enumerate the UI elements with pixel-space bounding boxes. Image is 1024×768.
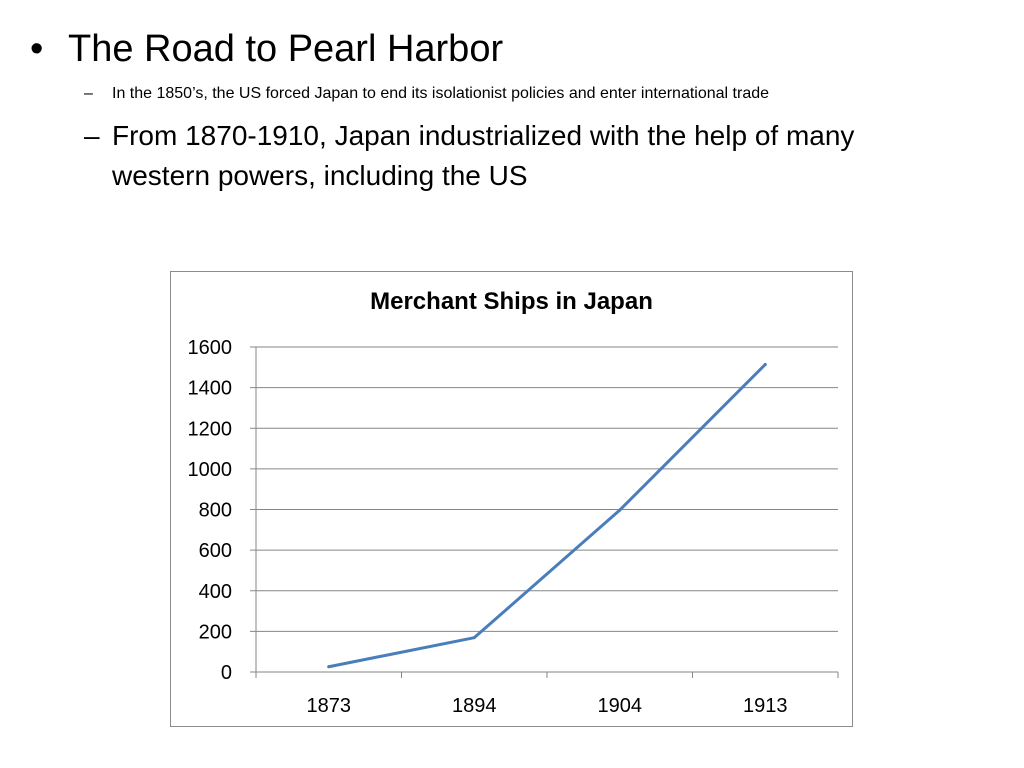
x-tick-label: 1873 [307, 695, 352, 717]
y-tick-label: 0 [221, 662, 232, 684]
x-tick-label: 1913 [743, 695, 788, 717]
data-point [618, 508, 622, 512]
chart-frame: Merchant Ships in Japan 0 200 400 600 800 100… [170, 271, 853, 727]
sub-bullet-2-text: From 1870-1910, Japan industrialized wit… [112, 120, 855, 191]
data-point [472, 636, 476, 640]
bullet-marker: • [30, 28, 44, 70]
data-point [327, 665, 331, 669]
dash-marker: – [84, 120, 100, 151]
dash-marker: – [84, 85, 93, 102]
line-chart: 0 200 400 600 800 1000 1200 1400 1600 1873 1894 190… [188, 337, 839, 717]
y-tick-label: 1400 [188, 378, 233, 400]
y-tick-label: 200 [199, 621, 232, 643]
y-tick-label: 1000 [188, 459, 233, 481]
sub-bullet-1: – In the 1850’s, the US forced Japan to … [84, 85, 769, 103]
sub-bullet-1-text: In the 1850’s, the US forced Japan to en… [112, 85, 770, 102]
data-point [763, 362, 767, 366]
y-tick-label: 1200 [188, 418, 233, 440]
sub-bullet-2: – From 1870-1910, Japan industrialized w… [84, 116, 952, 196]
slide-title-bullet: • The Road to Pearl Harbor [30, 28, 503, 71]
y-tick-label: 600 [199, 540, 232, 562]
y-tick-label: 400 [199, 581, 232, 603]
series-line [327, 362, 767, 669]
y-tick-label: 1600 [188, 337, 233, 359]
x-tick-label: 1894 [452, 695, 497, 717]
slide-title: The Road to Pearl Harbor [68, 28, 504, 70]
chart-title: Merchant Ships in Japan [370, 288, 653, 315]
y-tick-label: 800 [199, 500, 232, 522]
x-tick-label: 1904 [598, 695, 643, 717]
